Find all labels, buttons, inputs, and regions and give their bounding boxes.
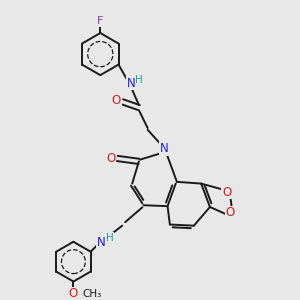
Text: H: H [106,233,113,243]
Text: N: N [127,77,135,90]
Text: H: H [135,74,143,85]
Text: O: O [69,287,78,300]
Text: O: O [106,152,116,165]
Text: N: N [160,142,168,155]
Text: F: F [97,16,103,26]
Text: CH₃: CH₃ [82,289,101,299]
Text: N: N [97,236,105,249]
Text: O: O [222,186,231,199]
Text: O: O [112,94,121,107]
Text: O: O [226,206,235,219]
